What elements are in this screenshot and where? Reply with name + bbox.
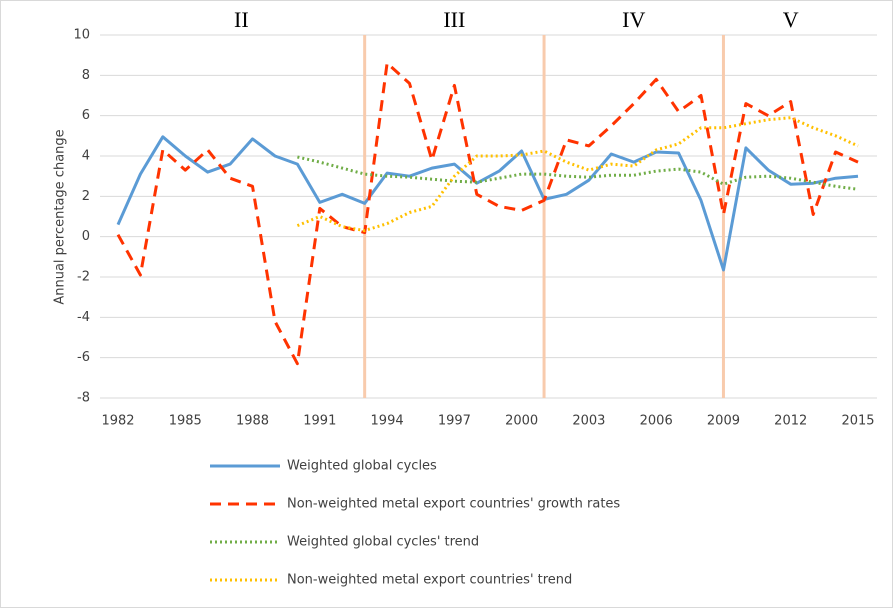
series-line xyxy=(116,61,859,366)
series-line xyxy=(116,135,859,272)
legend-label: Weighted global cycles' trend xyxy=(287,535,479,550)
y-tick-label: 2 xyxy=(82,189,90,204)
y-tick-label: -8 xyxy=(77,391,90,406)
series-line xyxy=(297,155,859,191)
x-tick-label: 2015 xyxy=(841,414,874,429)
x-tick-label: 2000 xyxy=(505,414,538,429)
y-tick-label: 10 xyxy=(73,28,90,43)
period-label: V xyxy=(783,7,799,32)
period-label: IV xyxy=(622,7,645,32)
y-tick-label: 4 xyxy=(82,149,90,164)
series-line xyxy=(296,116,859,233)
x-tick-label: 1994 xyxy=(371,414,404,429)
x-tick-label: 1982 xyxy=(101,414,134,429)
x-tick-label: 1985 xyxy=(169,414,202,429)
y-axis-title: Annual percentage change xyxy=(53,129,68,304)
x-tick-label: 1997 xyxy=(438,414,471,429)
period-label: III xyxy=(443,7,465,32)
y-tick-label: -6 xyxy=(77,350,90,365)
y-tick-label: 6 xyxy=(82,108,90,123)
period-label: II xyxy=(234,7,249,32)
x-tick-label: 2009 xyxy=(707,414,740,429)
x-tick-label: 1988 xyxy=(236,414,269,429)
legend-label: Non-weighted metal export countries' tre… xyxy=(287,573,572,588)
x-tick-label: 1991 xyxy=(303,414,336,429)
y-tick-label: 8 xyxy=(82,68,90,83)
x-tick-label: 2003 xyxy=(572,414,605,429)
x-tick-label: 2006 xyxy=(640,414,673,429)
legend-label: Weighted global cycles xyxy=(287,459,437,474)
legend-label: Non-weighted metal export countries' gro… xyxy=(287,497,620,512)
y-tick-label: -2 xyxy=(77,270,90,285)
y-tick-label: -4 xyxy=(77,310,90,325)
y-tick-label: 0 xyxy=(82,229,90,244)
x-tick-label: 2012 xyxy=(774,414,807,429)
